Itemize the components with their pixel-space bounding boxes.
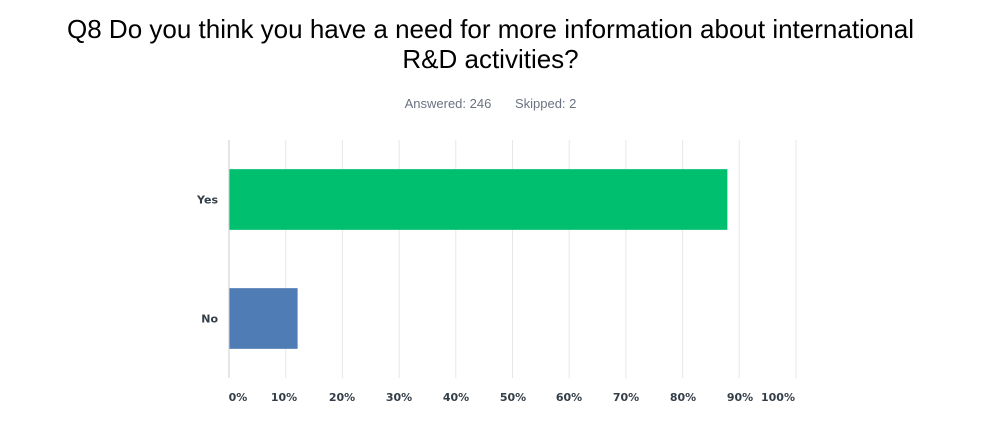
x-tick-label: 40% [443,391,469,404]
x-tick-label: 80% [670,391,696,404]
category-label-no: No [201,313,218,326]
bars [229,169,728,349]
x-tick-labels: 0% 10% 20% 30% 40% 50% 60% 70% 80% 90% 100% [229,391,795,404]
x-tick-label: 90% [727,391,753,404]
x-tick-label: 60% [556,391,582,404]
chart-title-line-1: Q8 Do you think you have a need for more… [67,14,914,44]
x-tick-label: 70% [613,391,639,404]
answered-count: Answered: 246 [404,96,492,111]
x-tick-label: 30% [386,391,412,404]
category-label-yes: Yes [196,194,218,207]
chart-title-line-2: R&D activities? [402,44,579,74]
x-tick-label: 20% [329,391,355,404]
chart-title: Q8 Do you think you have a need for more… [0,14,981,74]
bar-yes [229,169,728,230]
x-tick-label: 100% [761,391,795,404]
x-tick-label: 50% [500,391,526,404]
response-stats: Answered: 246 Skipped: 2 [0,96,981,111]
category-labels: Yes No [196,194,218,326]
bar-no [229,288,298,349]
x-tick-label: 0% [229,391,248,404]
skipped-count: Skipped: 2 [514,96,577,111]
x-tick-label: 10% [271,391,297,404]
